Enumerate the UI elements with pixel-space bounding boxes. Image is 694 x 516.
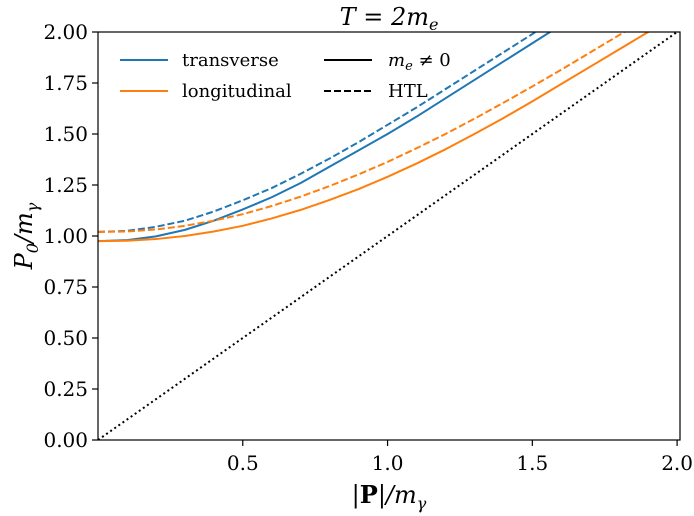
y-tick-label: 1.25 [43, 173, 88, 197]
y-tick-label: 0.25 [43, 377, 88, 401]
legend-label-htl: HTL [388, 81, 428, 102]
x-axis-ticks: 0.5 1.0 1.5 2.0 [227, 440, 693, 475]
chart-title: T = 2me [340, 3, 439, 34]
y-axis-label: P0/mγ [10, 202, 42, 270]
x-tick-label: 1.0 [372, 451, 404, 475]
y-tick-label: 2.00 [43, 20, 88, 44]
legend-label-me-nonzero: me ≠ 0 [388, 50, 451, 74]
y-tick-label: 0.00 [43, 428, 88, 452]
legend: transverse longitudinal me ≠ 0 HTL [120, 50, 451, 102]
series-line-transverse-dashed [98, 32, 538, 233]
y-axis-ticks: 0.00 0.25 0.50 0.75 1.00 1.25 1.50 1.75 2.00 [43, 20, 98, 452]
series-line-longitudinal-solid [98, 32, 651, 243]
x-tick-label: 1.5 [516, 451, 548, 475]
legend-label-transverse: transverse [182, 50, 279, 71]
y-tick-label: 1.50 [43, 122, 88, 146]
x-tick-label: 0.5 [227, 451, 259, 475]
legend-label-longitudinal: longitudinal [182, 81, 292, 102]
series-line-longitudinal-dashed [98, 32, 627, 233]
x-axis-label: |P|/mγ [352, 480, 427, 513]
series-line-light-cone-dotted [98, 32, 678, 440]
series-layer [98, 32, 678, 440]
y-tick-label: 0.75 [43, 275, 88, 299]
series-line-transverse-solid [98, 32, 552, 243]
y-tick-label: 1.00 [43, 224, 88, 248]
y-tick-label: 1.75 [43, 71, 88, 95]
x-tick-label: 2.0 [661, 451, 693, 475]
y-tick-label: 0.50 [43, 326, 88, 350]
